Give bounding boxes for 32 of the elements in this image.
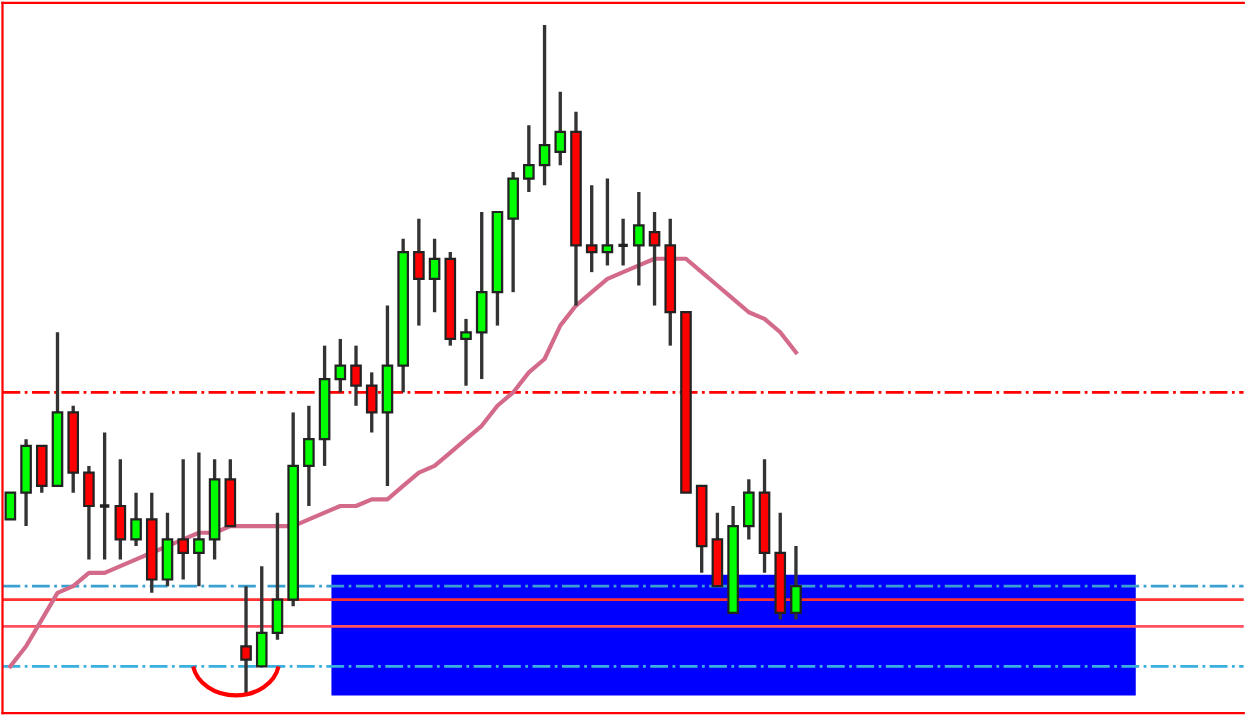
candlestick bbox=[413, 217, 425, 328]
candlestick bbox=[381, 303, 394, 488]
candlestick bbox=[271, 511, 284, 642]
candlestick bbox=[255, 564, 268, 669]
candlestick bbox=[20, 437, 32, 528]
candlestick bbox=[507, 170, 519, 294]
candlestick bbox=[114, 457, 127, 562]
candlestick bbox=[98, 430, 112, 562]
candlestick bbox=[4, 491, 17, 521]
candlestick bbox=[130, 490, 142, 548]
candlestick bbox=[460, 317, 472, 388]
candlestick bbox=[648, 210, 661, 308]
candlestick bbox=[601, 176, 614, 268]
candlestick bbox=[303, 404, 315, 508]
candlestick bbox=[334, 337, 347, 395]
candlestick bbox=[633, 190, 645, 288]
candlestick bbox=[177, 457, 190, 582]
candlestick bbox=[743, 477, 755, 542]
candlestick bbox=[428, 237, 441, 314]
candlestick bbox=[193, 450, 205, 588]
candlestick bbox=[83, 464, 95, 562]
candlestick bbox=[616, 217, 630, 268]
candlestick bbox=[790, 544, 802, 622]
candlestick bbox=[224, 457, 237, 528]
candlestick bbox=[538, 23, 551, 187]
candlestick bbox=[161, 511, 174, 588]
candlestick bbox=[554, 90, 567, 167]
candlestick bbox=[711, 511, 724, 588]
candlestick bbox=[585, 183, 598, 274]
candlestick bbox=[523, 123, 535, 194]
candlestick bbox=[475, 210, 488, 381]
candlestick bbox=[35, 444, 48, 495]
